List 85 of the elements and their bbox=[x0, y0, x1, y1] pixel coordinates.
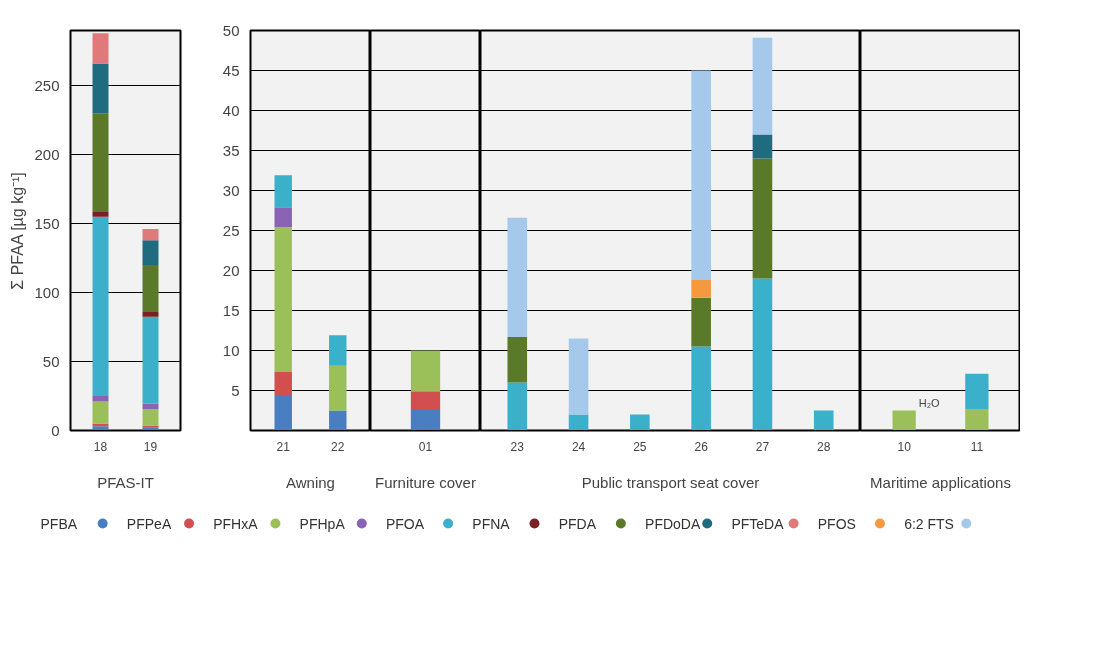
bar bbox=[142, 264, 159, 312]
y-tick-label: 50 bbox=[222, 21, 240, 39]
x-tick-label: 23 bbox=[510, 439, 525, 454]
annotation: H₂O bbox=[918, 396, 940, 409]
x-tick-label: 25 bbox=[633, 439, 647, 454]
x-tick-label: 10 bbox=[897, 439, 912, 454]
y-tick-label: 200 bbox=[34, 145, 60, 163]
legend-label: PFOA bbox=[385, 515, 425, 532]
bar bbox=[92, 113, 109, 212]
x-axis-title: Furniture cover bbox=[375, 473, 476, 491]
x-tick-label: 11 bbox=[970, 439, 984, 454]
bar bbox=[274, 396, 292, 431]
bar bbox=[92, 426, 109, 431]
y-tick-label: 250 bbox=[34, 76, 60, 94]
bar bbox=[92, 33, 109, 64]
x-tick-label: 18 bbox=[93, 439, 108, 454]
bar bbox=[568, 414, 589, 431]
legend-label: PFTeDA bbox=[731, 515, 785, 532]
y-tick-label: 30 bbox=[222, 181, 240, 199]
bar bbox=[274, 175, 292, 208]
bar bbox=[329, 410, 347, 431]
bar bbox=[92, 401, 109, 424]
legend-label: PFOS bbox=[817, 515, 856, 532]
legend-label: PFDA bbox=[558, 515, 597, 532]
x-tick-label: 21 bbox=[276, 439, 291, 454]
bar bbox=[568, 338, 589, 415]
bar bbox=[92, 211, 109, 217]
bar bbox=[92, 216, 109, 397]
bar bbox=[274, 227, 292, 373]
y-tick-label: 0 bbox=[51, 421, 60, 439]
x-axis-title: Public transport seat cover bbox=[581, 473, 760, 491]
y-tick-label: 15 bbox=[222, 301, 240, 319]
legend-label: PFHpA bbox=[299, 515, 346, 532]
bar bbox=[142, 403, 159, 410]
bar bbox=[142, 316, 159, 404]
x-axis-title: Awning bbox=[286, 473, 335, 491]
y-tick-label: 45 bbox=[222, 61, 240, 79]
legend-label: 6:2 FTS bbox=[904, 515, 954, 532]
bar bbox=[507, 217, 528, 337]
legend-label: PFPeA bbox=[126, 515, 172, 532]
x-tick-label: 24 bbox=[571, 439, 586, 454]
bar bbox=[142, 240, 159, 265]
bar bbox=[691, 280, 711, 298]
x-axis-title: Maritime applications bbox=[870, 473, 1011, 491]
bar bbox=[329, 335, 347, 366]
x-tick-label: 27 bbox=[755, 439, 770, 454]
bar bbox=[691, 346, 711, 431]
x-tick-label: 19 bbox=[143, 439, 158, 454]
bar bbox=[691, 297, 711, 347]
bar bbox=[752, 37, 773, 135]
bar bbox=[142, 311, 159, 317]
bar bbox=[752, 158, 773, 279]
legend-label: PFHxA bbox=[213, 515, 259, 532]
bar bbox=[329, 365, 347, 411]
y-tick-label: 50 bbox=[42, 352, 60, 370]
y-tick-label: 100 bbox=[34, 283, 60, 301]
y-tick-label: 20 bbox=[222, 261, 240, 279]
bar bbox=[752, 134, 773, 159]
bar bbox=[507, 336, 528, 383]
y-axis-title: Σ PFAA [µg kg⁻¹] bbox=[9, 172, 27, 290]
bar bbox=[142, 229, 159, 241]
x-tick-label: 28 bbox=[817, 439, 831, 454]
x-axis-title: PFAS-IT bbox=[97, 473, 154, 491]
legend-label: PFBA bbox=[40, 515, 78, 532]
x-tick-label: 01 bbox=[418, 439, 433, 454]
y-tick-label: 40 bbox=[222, 101, 240, 119]
bar bbox=[813, 410, 834, 431]
legend-label: PFNA bbox=[472, 515, 511, 532]
y-tick-label: 150 bbox=[34, 214, 60, 232]
y-tick-label: 5 bbox=[231, 381, 240, 399]
x-tick-label: 22 bbox=[331, 439, 345, 454]
bar bbox=[752, 278, 773, 431]
y-tick-label: 25 bbox=[222, 221, 240, 239]
bar bbox=[142, 409, 159, 426]
x-tick-label: 26 bbox=[694, 439, 709, 454]
bar bbox=[274, 207, 292, 228]
bar bbox=[691, 70, 711, 281]
y-tick-label: 35 bbox=[222, 141, 240, 159]
bar bbox=[274, 372, 292, 397]
bar bbox=[507, 382, 528, 431]
bar bbox=[92, 396, 109, 402]
y-tick-label: 10 bbox=[222, 341, 240, 359]
bar bbox=[92, 63, 109, 114]
bar bbox=[630, 414, 650, 431]
legend-label: PFDoDA bbox=[645, 515, 701, 532]
